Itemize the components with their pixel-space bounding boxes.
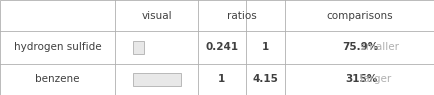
Text: benzene: benzene <box>35 74 80 84</box>
Text: 315%: 315% <box>345 74 377 84</box>
Text: hydrogen sulfide: hydrogen sulfide <box>14 42 101 53</box>
Text: smaller: smaller <box>356 42 398 53</box>
Bar <box>132 73 180 86</box>
Text: 4.15: 4.15 <box>252 74 278 84</box>
Text: ratios: ratios <box>226 11 256 21</box>
Text: comparisons: comparisons <box>326 11 392 21</box>
Text: 75.9%: 75.9% <box>342 42 378 53</box>
Bar <box>132 41 144 54</box>
Text: 1: 1 <box>261 42 268 53</box>
Text: visual: visual <box>141 11 171 21</box>
Text: 1: 1 <box>218 74 225 84</box>
Text: larger: larger <box>356 74 390 84</box>
Text: 0.241: 0.241 <box>205 42 238 53</box>
